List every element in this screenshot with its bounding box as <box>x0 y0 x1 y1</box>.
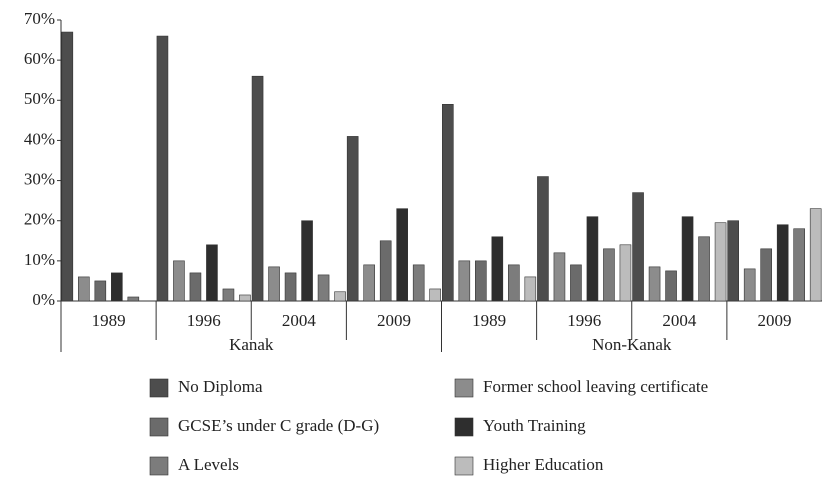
bar <box>809 208 822 302</box>
group-label: Non-Kanak <box>592 335 672 354</box>
bar <box>127 296 140 302</box>
bar <box>301 220 313 302</box>
legend-swatch <box>454 417 474 437</box>
bar <box>619 244 632 302</box>
legend-label: GCSE’s under C grade (D-G) <box>178 416 379 435</box>
bar <box>603 248 615 302</box>
bar <box>173 260 185 302</box>
bar <box>508 264 520 302</box>
bar <box>553 252 566 302</box>
group-label: Kanak <box>229 335 274 354</box>
x-tick-label: 1989 <box>92 311 126 330</box>
y-tick-label: 30% <box>24 169 55 188</box>
bar <box>776 224 789 302</box>
bar <box>346 136 359 302</box>
x-tick-label: 1996 <box>187 311 221 330</box>
y-tick-label: 50% <box>24 89 55 108</box>
x-tick-label: 1989 <box>472 311 506 330</box>
bar <box>412 264 425 302</box>
bar <box>189 272 202 302</box>
x-tick-label: 2009 <box>757 311 791 330</box>
bar <box>681 216 694 302</box>
bar <box>429 288 441 302</box>
bar <box>458 260 471 302</box>
bar <box>475 260 487 302</box>
bar <box>632 192 644 302</box>
legend-swatch <box>149 378 169 398</box>
y-tick-label: 70% <box>24 9 55 28</box>
bar <box>379 240 392 302</box>
y-tick-label: 40% <box>24 129 55 148</box>
y-tick-label: 10% <box>24 250 55 269</box>
bar <box>61 31 74 302</box>
bar <box>537 176 549 302</box>
bar <box>442 104 454 302</box>
bar <box>251 75 264 302</box>
bar <box>570 264 582 302</box>
legend-label: Youth Training <box>483 416 586 435</box>
legend-label: Former school leaving certificate <box>483 377 708 396</box>
legend-label: Higher Education <box>483 455 604 474</box>
x-tick-label: 1996 <box>567 311 601 330</box>
bar <box>334 291 346 302</box>
legend-label: No Diploma <box>178 377 263 396</box>
bar <box>206 244 218 302</box>
legend-swatch <box>149 417 169 437</box>
bar <box>524 276 537 302</box>
bar <box>239 294 251 302</box>
y-tick-label: 20% <box>24 210 55 229</box>
y-tick-label: 60% <box>24 49 55 68</box>
bar <box>743 268 756 302</box>
bar <box>111 272 123 302</box>
bar <box>665 270 677 302</box>
bar <box>648 266 661 302</box>
bar <box>793 228 805 302</box>
bar <box>78 276 90 302</box>
bar <box>714 222 727 302</box>
x-tick-label: 2004 <box>282 311 317 330</box>
bar <box>268 266 280 302</box>
bar <box>698 236 710 302</box>
bar <box>317 274 330 302</box>
legend-swatch <box>149 456 169 476</box>
x-tick-label: 2004 <box>662 311 697 330</box>
legend-swatch <box>454 456 474 476</box>
bar <box>363 264 375 302</box>
bar <box>491 236 504 302</box>
x-tick-label: 2009 <box>377 311 411 330</box>
bar <box>94 280 107 302</box>
legend-swatch <box>454 378 474 398</box>
bar <box>727 220 739 302</box>
bar <box>396 208 408 302</box>
y-tick-label: 0% <box>32 290 55 309</box>
bar <box>586 216 599 302</box>
bar <box>156 35 169 302</box>
bar <box>760 248 772 302</box>
bar <box>284 272 297 302</box>
bar <box>222 288 235 302</box>
legend-label: A Levels <box>178 455 239 474</box>
